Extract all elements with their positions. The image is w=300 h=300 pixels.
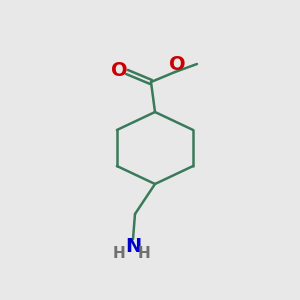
Text: H: H	[138, 247, 150, 262]
Text: H: H	[112, 245, 125, 260]
Text: O: O	[169, 56, 185, 74]
Text: O: O	[111, 61, 127, 80]
Text: N: N	[125, 238, 141, 256]
